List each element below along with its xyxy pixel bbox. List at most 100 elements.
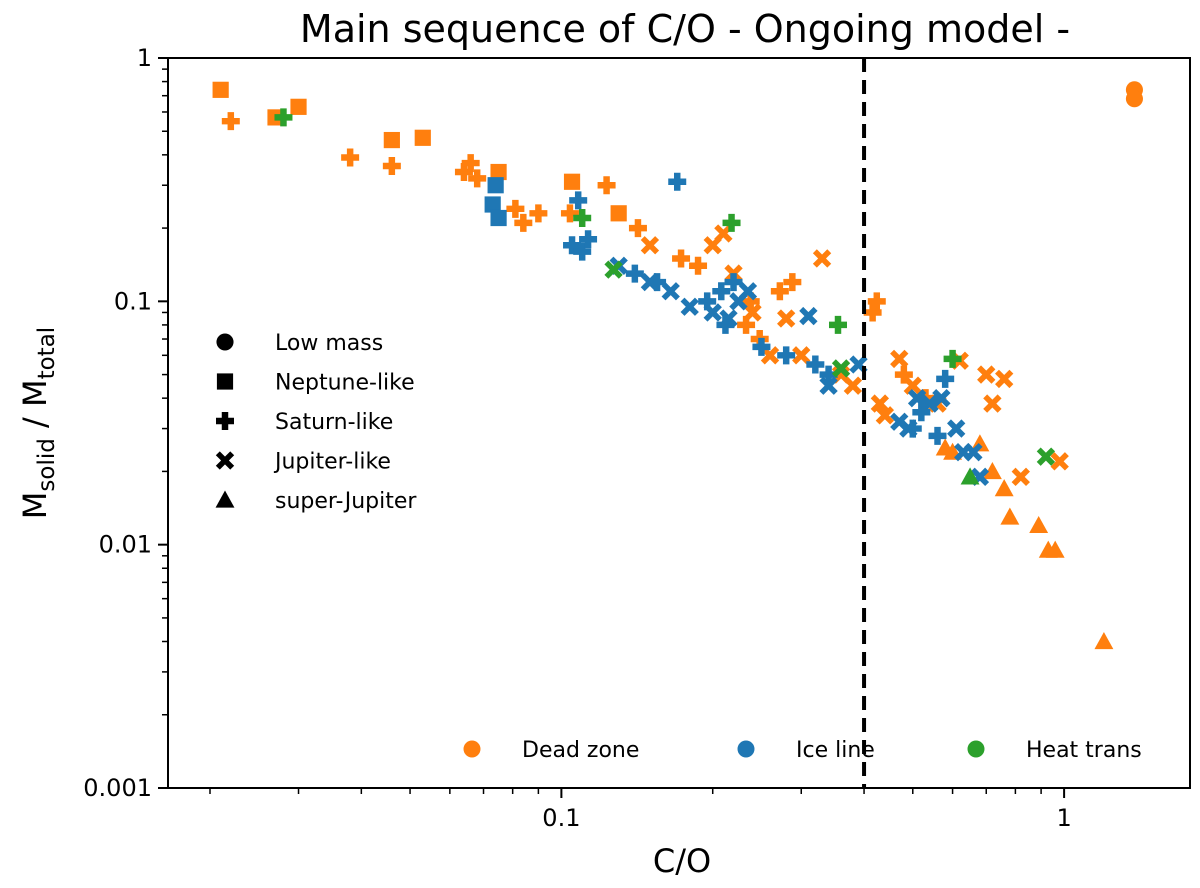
data-point-dead-zone-x	[743, 303, 762, 322]
marker-legend: Low mass Neptune-like Saturn-like Jupiter-l…	[215, 331, 417, 514]
data-points	[212, 81, 1143, 650]
data-point-dead-zone-plus	[341, 148, 360, 167]
data-point-ice-line-x	[719, 309, 738, 328]
data-point-dead-zone-square	[563, 173, 581, 190]
data-point-dead-zone-triangle	[1000, 507, 1020, 525]
legend-marker-square	[216, 373, 234, 390]
data-point-dead-zone-x	[875, 406, 895, 425]
axes-frame	[167, 57, 1191, 789]
data-point-ice-line-plus	[752, 337, 771, 356]
data-point-dead-zone-plus	[529, 204, 548, 223]
data-point-dead-zone-x	[843, 376, 863, 395]
legend-marker-plus	[216, 412, 234, 430]
data-point-ice-line-x	[819, 376, 838, 395]
data-point-dead-zone-x	[714, 224, 733, 243]
data-point-dead-zone-square	[383, 131, 400, 149]
data-point-dead-zone-plus	[689, 256, 708, 275]
data-point-ice-line-x	[799, 306, 818, 326]
data-point-dead-zone-plus	[221, 112, 240, 131]
data-point-dead-zone-plus	[867, 292, 886, 311]
legend-label-plus: Saturn-like	[275, 410, 393, 435]
data-point-dead-zone-x	[870, 394, 890, 413]
data-point-ice-line-plus	[936, 369, 955, 388]
data-point-dead-zone-plus	[770, 282, 789, 301]
data-point-dead-zone-plus	[382, 156, 401, 175]
x-axis-ticks	[209, 788, 1066, 798]
y-tick-label: 1	[137, 44, 152, 72]
legend-label-circle: Low mass	[275, 331, 383, 356]
x-tick-label: 0.1	[542, 804, 580, 832]
data-point-ice-line-plus	[579, 230, 598, 249]
color-legend: Dead zone Ice line Heat trans	[463, 738, 1142, 763]
y-tick-label: 0.1	[114, 287, 152, 315]
svg-text:Msolid / Mtotal: Msolid / Mtotal	[16, 327, 60, 519]
data-point-dead-zone-square	[290, 98, 307, 115]
data-point-dead-zone-x	[1011, 467, 1030, 487]
data-point-ice-line-plus	[928, 426, 947, 445]
legend-label-triangle: super-Jupiter	[275, 489, 417, 514]
data-point-dead-zone-x	[760, 346, 780, 365]
data-point-dead-zone-x	[812, 249, 832, 268]
data-point-ice-line-square	[487, 177, 504, 194]
data-point-heat-trans-plus	[722, 213, 741, 232]
legend-label-ice-line: Ice line	[796, 738, 875, 763]
data-point-ice-line-plus	[912, 403, 931, 422]
chart-title: Main sequence of C/O - Ongoing model -	[300, 7, 1070, 51]
y-axis-label-separator: / M	[16, 379, 54, 438]
legend-label-square: Neptune-like	[275, 371, 415, 396]
data-point-dead-zone-plus	[514, 213, 533, 232]
data-point-ice-line-plus	[625, 264, 644, 283]
data-point-ice-line-x	[932, 388, 951, 408]
data-point-dead-zone-x	[640, 236, 660, 255]
x-tick-label: 1	[1056, 804, 1071, 832]
y-axis-ticks	[158, 57, 168, 789]
data-point-dead-zone-plus	[783, 273, 802, 292]
data-point-dead-zone-plus	[737, 315, 756, 334]
data-point-ice-line-x	[964, 442, 983, 462]
data-point-ice-line-square	[484, 196, 501, 213]
data-point-dead-zone-plus	[672, 249, 691, 268]
data-point-dead-zone-plus	[468, 169, 487, 188]
data-point-dead-zone-triangle	[1029, 515, 1049, 534]
data-point-ice-line-plus	[806, 355, 825, 374]
data-point-dead-zone-square	[212, 81, 229, 98]
data-point-ice-line-plus	[563, 236, 582, 255]
data-point-ice-line-x	[640, 272, 660, 292]
data-point-heat-trans-x	[604, 260, 623, 279]
plot-area	[167, 57, 1191, 789]
data-point-heat-trans-plus	[828, 315, 847, 334]
data-point-dead-zone-triangle	[1045, 540, 1065, 558]
data-point-ice-line-square	[490, 209, 507, 227]
y-tick-label: 0.001	[83, 774, 152, 802]
data-point-heat-trans-plus	[943, 349, 962, 368]
data-point-heat-trans-plus	[274, 108, 293, 127]
y-axis-label-sub-solid: solid	[34, 438, 60, 491]
x-axis-label: C/O	[653, 842, 711, 880]
data-point-dead-zone-plus	[741, 292, 760, 311]
data-point-ice-line-plus	[724, 273, 743, 292]
data-point-heat-trans-x	[1036, 447, 1056, 466]
data-point-dead-zone-plus	[894, 365, 913, 384]
data-point-dead-zone-x	[903, 376, 922, 395]
legend-color-dead-zone	[463, 740, 481, 758]
y-axis-label: Msolid / Mtotal	[16, 327, 60, 519]
y-axis-label-m: M	[16, 492, 54, 520]
data-point-dead-zone-plus	[597, 176, 616, 195]
data-point-ice-line-x	[907, 388, 927, 408]
legend-color-ice-line	[737, 740, 755, 758]
data-point-ice-line-x	[738, 282, 758, 301]
data-point-dead-zone-x	[983, 394, 1002, 413]
legend-marker-circle	[216, 333, 234, 351]
data-point-ice-line-plus	[712, 282, 731, 301]
data-point-dead-zone-x	[777, 309, 796, 328]
data-point-ice-line-plus	[819, 365, 838, 384]
data-point-heat-trans-triangle	[960, 467, 980, 485]
legend-label-x: Jupiter-like	[273, 450, 391, 475]
data-point-dead-zone-square	[414, 129, 431, 146]
data-point-dead-zone-plus	[863, 303, 882, 322]
data-point-ice-line-plus	[648, 273, 667, 292]
data-point-dead-zone-plus	[560, 204, 579, 223]
data-point-ice-line-x	[920, 394, 939, 413]
data-point-dead-zone-x	[995, 369, 1014, 389]
